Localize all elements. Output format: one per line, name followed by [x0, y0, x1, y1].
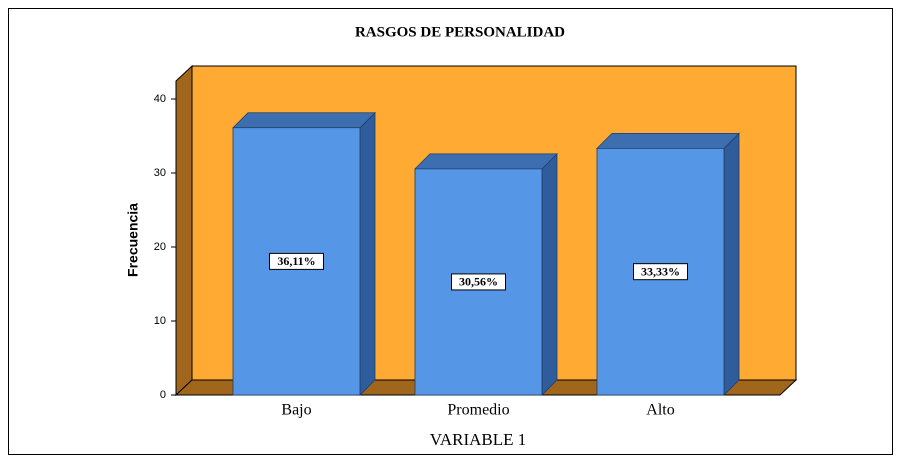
- bar-top: [414, 153, 558, 170]
- value-label: 30,56%: [459, 275, 498, 289]
- bar-side: [723, 132, 740, 396]
- bar-top: [232, 112, 376, 129]
- side-wall: [175, 64, 193, 397]
- bar-top: [596, 132, 740, 149]
- value-label-box: [451, 273, 506, 291]
- chart-title: RASGOS DE PERSONALIDAD: [355, 24, 565, 40]
- x-tick-label: Bajo: [281, 402, 311, 419]
- y-axis-title: Frecuencia: [125, 203, 141, 277]
- x-tick-label: Promedio: [447, 402, 509, 419]
- value-label: 36,11%: [277, 254, 315, 268]
- bar-side: [541, 152, 558, 396]
- value-label-box: [269, 252, 324, 270]
- x-axis-title: VARIABLE 1: [430, 430, 527, 449]
- x-tick-label: Alto: [646, 402, 674, 419]
- bar-side: [359, 111, 376, 396]
- value-label-box: [633, 263, 688, 281]
- y-tick-label: 20: [154, 241, 166, 253]
- y-tick-label: 10: [154, 315, 166, 327]
- y-tick-label: 40: [154, 93, 166, 105]
- y-tick-label: 0: [160, 389, 166, 401]
- y-tick-label: 30: [154, 167, 166, 179]
- value-label: 33,33%: [641, 264, 680, 278]
